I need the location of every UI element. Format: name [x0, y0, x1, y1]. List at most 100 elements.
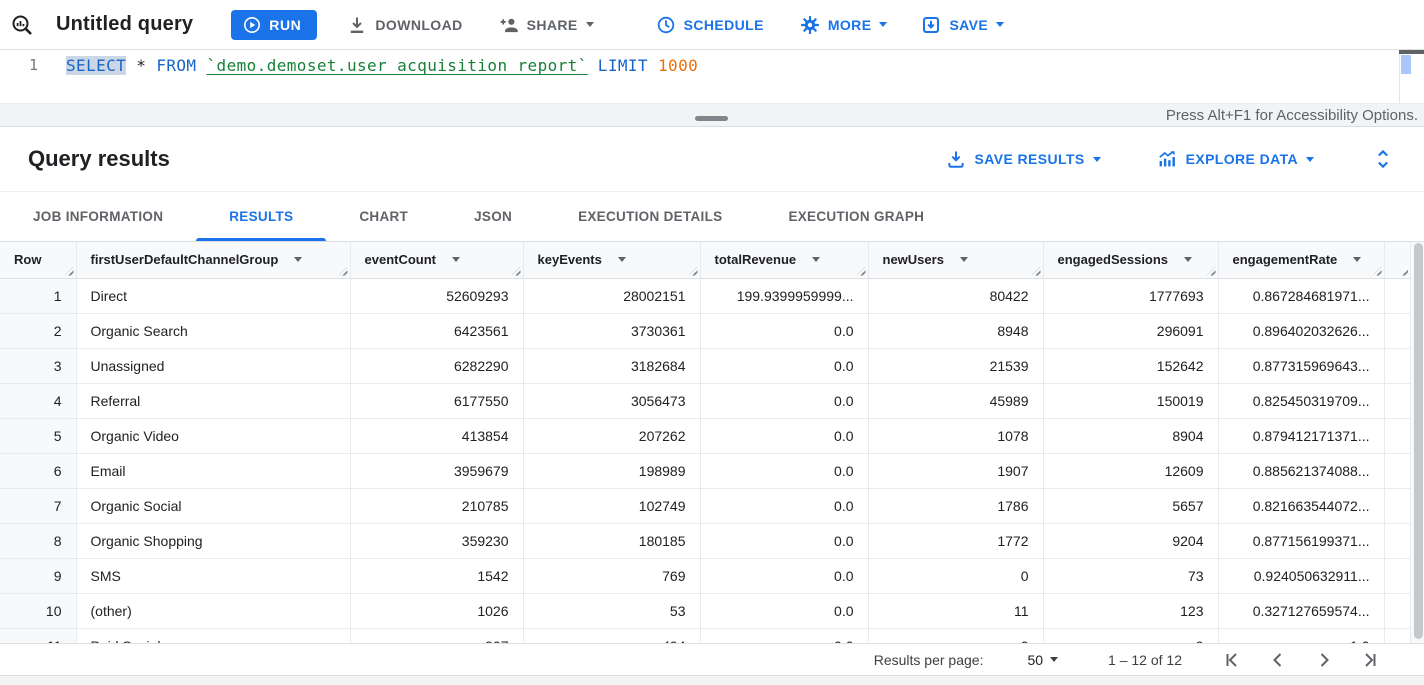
engagedSessions-cell: 150019: [1043, 383, 1219, 419]
pagination-range: 1 – 12 of 12: [1108, 651, 1182, 668]
download-button[interactable]: DOWNLOAD: [343, 9, 466, 41]
engagedSessions-cell: 296091: [1043, 313, 1219, 349]
window-bottom-strip: [0, 675, 1424, 685]
engagementRate-cell: 0.821663544072...: [1218, 488, 1385, 524]
row-number-cell: 2: [0, 313, 77, 349]
engagedSessions-cell: 9204: [1043, 523, 1219, 559]
column-header-firstUserDefaultChannelGroup[interactable]: firstUserDefaultChannelGroup: [76, 242, 351, 279]
newUsers-cell: 11: [868, 593, 1044, 629]
engagedSessions-cell: 12609: [1043, 453, 1219, 489]
table-row: 3 Unassigned 6282290 3182684 0.0 21539 1…: [0, 348, 1410, 384]
newUsers-cell: 1907: [868, 453, 1044, 489]
channel-cell: Unassigned: [76, 348, 351, 384]
last-page-button[interactable]: [1360, 650, 1380, 670]
more-button[interactable]: MORE: [796, 9, 892, 41]
engagementRate-cell: 0.877156199371...: [1218, 523, 1385, 559]
totalRevenue-cell: 0.0: [700, 418, 869, 454]
row-number-cell: 3: [0, 348, 77, 384]
newUsers-cell: 45989: [868, 383, 1044, 419]
unfold-icon: [1378, 149, 1388, 169]
totalRevenue-cell: 0.0: [700, 593, 869, 629]
run-button[interactable]: RUN: [231, 9, 318, 40]
filler-cell: [1384, 523, 1410, 559]
column-resize-grip[interactable]: [688, 266, 698, 276]
eventCount-cell: 3959679: [350, 453, 524, 489]
keyEvents-cell: 769: [523, 558, 701, 594]
editor-overview-ruler: [1399, 50, 1424, 54]
next-page-button[interactable]: [1314, 650, 1334, 670]
filler-cell: [1384, 383, 1410, 419]
engagedSessions-cell: 152642: [1043, 348, 1219, 384]
column-resize-grip[interactable]: [1031, 266, 1041, 276]
tab-results[interactable]: RESULTS: [196, 192, 327, 241]
keyEvents-cell: 3056473: [523, 383, 701, 419]
keyEvents-cell: 53: [523, 593, 701, 629]
table-row: 9 SMS 1542 769 0.0 0 73 0.924050632911..…: [0, 558, 1410, 594]
engagementRate-cell: 1.0: [1218, 628, 1385, 643]
column-menu-icon[interactable]: [294, 257, 303, 263]
column-menu-icon[interactable]: [959, 257, 968, 263]
column-resize-grip[interactable]: [64, 266, 74, 276]
share-button[interactable]: SHARE: [495, 9, 598, 41]
previous-page-button[interactable]: [1268, 650, 1288, 670]
results-table-container: Row firstUserDefaultChannelGroup eventCo…: [0, 242, 1410, 643]
totalRevenue-cell: 0.0: [700, 558, 869, 594]
column-header-keyEvents[interactable]: keyEvents: [523, 242, 701, 279]
expand-collapse-button[interactable]: [1372, 147, 1394, 171]
column-resize-grip[interactable]: [1206, 266, 1216, 276]
column-resize-grip[interactable]: [856, 266, 866, 276]
column-header-eventCount[interactable]: eventCount: [350, 242, 524, 279]
first-page-button[interactable]: [1222, 650, 1242, 670]
column-resize-grip[interactable]: [338, 266, 348, 276]
gear-icon: [800, 15, 819, 34]
save-button[interactable]: SAVE: [917, 9, 1008, 41]
engagementRate-cell: 0.327127659574...: [1218, 593, 1385, 629]
sql-editor[interactable]: 1 SELECT * FROM `demo.demoset.user_acqui…: [0, 50, 1424, 103]
column-resize-grip[interactable]: [1399, 266, 1408, 276]
editor-status-strip: Press Alt+F1 for Accessibility Options.: [0, 103, 1424, 127]
tab-execution-details[interactable]: EXECUTION DETAILS: [578, 209, 723, 224]
sql-code-line[interactable]: SELECT * FROM `demo.demoset.user_acquisi…: [66, 56, 698, 75]
column-header-newUsers[interactable]: newUsers: [868, 242, 1044, 279]
editor-scrollbar-thumb[interactable]: [1401, 55, 1411, 74]
column-menu-icon[interactable]: [1184, 257, 1193, 263]
chart-insights-icon: [1158, 151, 1175, 167]
tab-job-information[interactable]: JOB INFORMATION: [33, 209, 164, 224]
row-number-cell: 7: [0, 488, 77, 524]
schedule-button[interactable]: SCHEDULE: [652, 9, 768, 41]
column-header-engagementRate[interactable]: engagementRate: [1218, 242, 1385, 279]
column-menu-icon[interactable]: [812, 257, 821, 263]
download-icon: [351, 17, 364, 33]
eventCount-cell: 6177550: [350, 383, 524, 419]
column-menu-icon[interactable]: [617, 257, 626, 263]
table-scrollbar-thumb[interactable]: [1413, 243, 1423, 639]
explore-data-button[interactable]: EXPLORE DATA: [1157, 149, 1314, 169]
pagination-bar: Results per page: 50 1 – 12 of 12: [0, 643, 1424, 675]
tab-json[interactable]: JSON: [474, 209, 513, 224]
filler-cell: [1384, 558, 1410, 594]
column-header-totalRevenue[interactable]: totalRevenue: [700, 242, 869, 279]
totalRevenue-cell: 0.0: [700, 488, 869, 524]
channel-cell: Organic Search: [76, 313, 351, 349]
pane-resize-handle[interactable]: [695, 116, 728, 121]
page-size-select[interactable]: 50: [1027, 652, 1059, 668]
column-resize-grip[interactable]: [1372, 266, 1382, 276]
channel-cell: SMS: [76, 558, 351, 594]
column-menu-icon[interactable]: [1353, 257, 1362, 263]
filler-cell: [1384, 313, 1410, 349]
sql-limit-value: 1000: [658, 56, 699, 75]
page-title: Untitled query: [56, 13, 194, 35]
save-results-button[interactable]: SAVE RESULTS: [946, 149, 1101, 169]
filler-cell: [1384, 488, 1410, 524]
eventCount-cell: 52609293: [350, 278, 524, 314]
chevron-down-icon: [1092, 156, 1101, 162]
sql-table-link[interactable]: `demo.demoset.user_acquisition_report`: [206, 56, 588, 75]
table-header-row: Row firstUserDefaultChannelGroup eventCo…: [0, 242, 1410, 279]
column-menu-icon[interactable]: [452, 257, 460, 263]
column-resize-grip[interactable]: [511, 266, 521, 276]
tab-chart[interactable]: CHART: [359, 209, 409, 224]
engagementRate-cell: 0.877315969643...: [1218, 348, 1385, 384]
column-header-engagedSessions[interactable]: engagedSessions: [1043, 242, 1219, 279]
tab-execution-graph[interactable]: EXECUTION GRAPH: [788, 209, 925, 224]
